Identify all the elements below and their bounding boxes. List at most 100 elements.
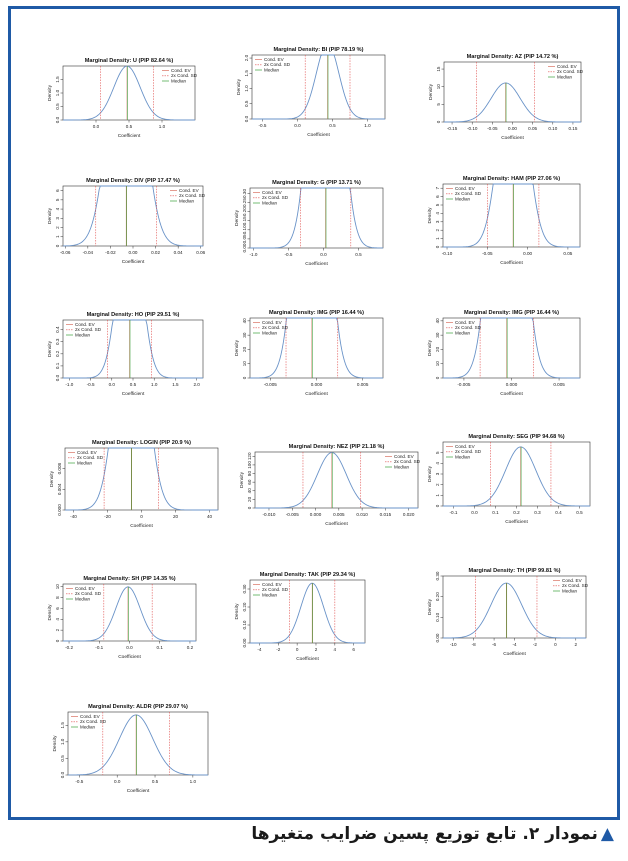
x-tick-label: 0.0	[93, 124, 100, 129]
y-tick-label: 100	[247, 461, 252, 469]
chart-title: Marginal Density: U (PIP 82.64 %)	[85, 58, 174, 64]
y-tick-label: 0.008	[57, 462, 62, 474]
x-tick-label: 0.000	[310, 512, 322, 517]
y-tick-label: 40	[247, 488, 252, 494]
x-tick-label: -10	[450, 642, 457, 647]
x-tick-label: 0.015	[380, 512, 392, 517]
legend-label: Cond. EV	[75, 586, 96, 591]
legend-label: Cond. EV	[80, 714, 101, 719]
legend-label: 2x Cond. SD	[80, 719, 107, 724]
legend-label: Cond. EV	[394, 454, 415, 459]
y-tick-label: 0.20	[242, 207, 247, 216]
density-curve	[62, 185, 203, 247]
chart-panel-7: Marginal Density: HO (PIP 29.51 %) -1.0 -0…	[47, 312, 204, 397]
legend-label: 2x Cond. SD	[262, 195, 289, 200]
y-tick-label: 10	[242, 361, 247, 367]
y-tick-label: 1.0	[55, 89, 60, 96]
x-tick-label: -2	[276, 647, 281, 652]
y-tick-label: 0.5	[55, 103, 60, 110]
y-tick-label: 20	[435, 346, 440, 352]
y-axis-label: Density	[427, 339, 433, 356]
chart-panel-5: Marginal Density: G (PIP 13.71 %) -1.0 -0.…	[234, 180, 384, 267]
y-tick-label: 4	[55, 207, 60, 210]
x-tick-label: 0	[140, 514, 143, 519]
density-curve	[443, 446, 590, 507]
legend-label: 2x Cond. SD	[75, 591, 102, 596]
x-tick-label: 0.3	[534, 510, 541, 515]
x-tick-label: 20	[173, 514, 179, 519]
x-tick-label: 0.000	[506, 382, 518, 387]
density-curve	[63, 319, 203, 379]
x-tick-label: 0.00	[523, 251, 532, 256]
x-tick-label: 0.005	[553, 382, 565, 387]
x-axis-label: Coefficient	[305, 261, 328, 267]
legend-label: Cond. EV	[455, 186, 476, 191]
x-tick-label: -1.0	[65, 382, 73, 387]
y-axis-label: Density	[234, 603, 240, 620]
x-tick-label: 0	[554, 642, 557, 647]
y-tick-label: 1	[435, 237, 440, 240]
y-tick-label: 0.1	[55, 362, 60, 369]
x-tick-label: 0.1	[492, 510, 499, 515]
x-tick-label: -0.5	[75, 779, 83, 784]
y-tick-label: 0.15	[242, 216, 247, 225]
x-axis-label: Coefficient	[118, 133, 141, 139]
chart-title: Marginal Density: NEZ (PIP 21.18 %)	[289, 444, 385, 450]
legend-label: Cond. EV	[557, 64, 578, 69]
y-axis-label: Density	[234, 339, 240, 356]
density-curve	[252, 54, 385, 120]
legend-label: Median	[264, 67, 280, 72]
x-tick-label: 0.020	[403, 512, 415, 517]
chart-panel-2: Marginal Density: BI (PIP 78.19 %) -0.5 0.…	[236, 47, 386, 138]
x-axis-label: Coefficient	[325, 521, 348, 527]
x-tick-label: 0.0	[471, 510, 478, 515]
x-tick-label: -4	[257, 647, 262, 652]
legend-label: 2x Cond. SD	[262, 325, 289, 330]
y-tick-label: 3	[435, 472, 440, 475]
legend-label: 2x Cond. SD	[394, 459, 421, 464]
x-tick-label: 0.4	[555, 510, 562, 515]
chart-panel-8: Marginal Density: IMG (PIP 16.44 %) -0.00…	[234, 310, 384, 397]
y-tick-label: 0.4	[55, 326, 60, 333]
density-curve	[67, 714, 208, 776]
density-curve	[442, 317, 580, 379]
legend-label: Median	[455, 196, 471, 201]
x-tick-label: 6	[352, 647, 355, 652]
plot-area	[249, 579, 366, 644]
chart-title: Marginal Density: AZ (PIP 14.72 %)	[467, 54, 559, 60]
chart-panel-10: Marginal Density: LOGIN (PIP 20.9 %) -40 -…	[49, 440, 219, 529]
x-tick-label: -0.02	[105, 250, 116, 255]
legend-label: 2x Cond. SD	[455, 325, 482, 330]
density-curve	[250, 582, 365, 644]
density-curve	[443, 82, 581, 123]
x-tick-label: -40	[70, 514, 77, 519]
y-axis-label: Density	[427, 465, 433, 482]
y-tick-label: 6	[55, 607, 60, 610]
x-tick-label: 0.0	[126, 645, 133, 650]
x-axis-label: Coefficient	[305, 391, 328, 397]
legend-label: 2x Cond. SD	[77, 455, 104, 460]
x-tick-label: 1.0	[190, 779, 197, 784]
chart-panel-6: Marginal Density: HAM (PIP 27.06 %) -0.10…	[427, 176, 581, 266]
legend-label: 2x Cond. SD	[262, 587, 289, 592]
legend-label: 2x Cond. SD	[264, 62, 291, 67]
x-tick-label: 2	[315, 647, 318, 652]
legend-label: Cond. EV	[262, 190, 283, 195]
x-tick-label: 0.005	[357, 382, 369, 387]
y-tick-label: 30	[435, 332, 440, 338]
density-curve	[65, 447, 218, 511]
y-tick-label: 0.20	[242, 602, 247, 611]
y-tick-label: 5	[55, 198, 60, 201]
x-tick-label: 0.1	[157, 645, 164, 650]
x-tick-label: -0.06	[60, 250, 71, 255]
legend-label: Cond. EV	[455, 444, 476, 449]
chart-title: Marginal Density: HAM (PIP 27.06 %)	[463, 176, 560, 182]
density-curve	[63, 65, 195, 121]
y-tick-label: 6	[55, 189, 60, 192]
y-tick-label: 0	[242, 376, 247, 379]
y-tick-label: 0	[55, 244, 60, 247]
x-tick-label: -6	[492, 642, 497, 647]
y-tick-label: 0.5	[244, 100, 249, 107]
x-tick-label: -0.005	[457, 382, 470, 387]
y-tick-label: 20	[247, 496, 252, 502]
